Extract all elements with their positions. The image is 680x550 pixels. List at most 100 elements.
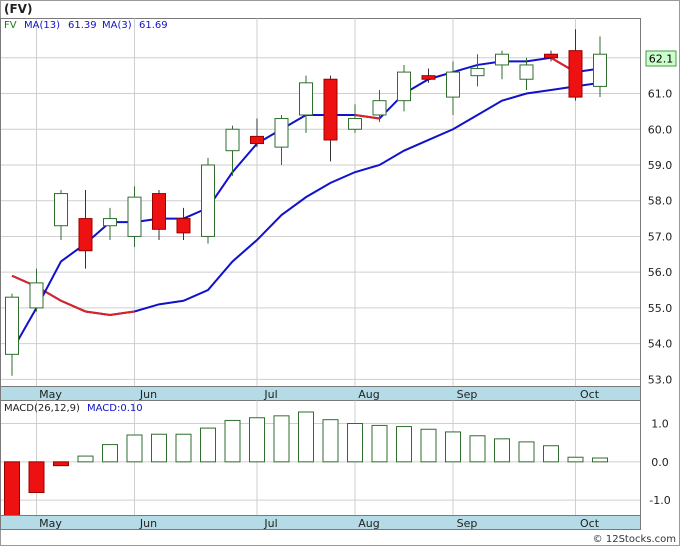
macd-label: MACD(26,12,9)	[4, 403, 80, 414]
candle-body	[225, 128, 240, 152]
ticker-title: (FV)	[4, 2, 32, 16]
month-tick-label: Sep	[457, 388, 478, 401]
price-tick-label: 53.0	[648, 373, 673, 386]
price-tick-label: 54.0	[648, 338, 673, 351]
candle-down	[323, 75, 338, 162]
price-month-axis	[0, 386, 641, 401]
month-tick-label: Sep	[457, 517, 478, 530]
candle-body	[54, 193, 68, 227]
price-tick-label: 58.0	[648, 195, 673, 208]
macd-bar	[543, 445, 559, 463]
candle-down	[176, 207, 191, 241]
macd-bar	[102, 444, 118, 463]
macd-tick-label: 1.0	[651, 418, 669, 431]
macd-bar	[420, 428, 437, 463]
candle-down	[250, 118, 264, 148]
ma13-legend-value: 61.39	[68, 20, 97, 31]
candle-body	[519, 64, 534, 80]
last-price-value: 62.1	[649, 53, 674, 66]
candle-body	[593, 53, 607, 87]
candle-up	[103, 207, 117, 241]
month-tick-label: May	[39, 517, 62, 530]
candle-up	[372, 89, 387, 123]
month-tick-label: May	[39, 388, 62, 401]
candle-up	[201, 157, 215, 244]
price-tick-label: 59.0	[648, 159, 673, 172]
macd-bar	[126, 434, 143, 463]
ma3-legend-value: 61.69	[139, 20, 168, 31]
candle-up	[446, 61, 460, 115]
macd-histogram	[4, 411, 608, 517]
macd-bar	[77, 455, 94, 463]
macd-bar	[445, 431, 461, 463]
candle-body	[323, 78, 338, 141]
price-tick-label: 55.0	[648, 302, 673, 315]
macd-bar	[28, 461, 45, 494]
ma13-line-highlight	[354, 113, 380, 120]
candle-body	[29, 282, 44, 309]
price-tick-label: 61.0	[648, 88, 673, 101]
price-tick-label: 60.0	[648, 123, 673, 136]
price-month-labels: May Jun Jul Aug Sep Oct	[39, 388, 600, 401]
macd-month-axis	[0, 515, 641, 530]
macd-bar	[151, 433, 167, 463]
month-tick-label: Aug	[358, 517, 379, 530]
candle-body	[127, 196, 142, 237]
macd-bar	[53, 461, 69, 467]
candle-up	[225, 125, 240, 176]
macd-bar	[273, 415, 290, 463]
macd-bar	[518, 441, 535, 463]
candle-up	[348, 104, 362, 133]
candle-body	[103, 218, 117, 227]
ma13-legend-label: MA(13)	[24, 20, 60, 31]
macd-bar	[224, 419, 241, 463]
candle-up	[274, 114, 289, 165]
last-price-tag	[645, 50, 677, 67]
price-panel	[0, 18, 641, 387]
macd-bar	[371, 424, 388, 463]
month-tick-label: Oct	[580, 517, 600, 530]
candle-body	[446, 71, 460, 98]
macd-bar	[4, 461, 20, 517]
candle-body	[299, 82, 313, 116]
footer-credit: © 12Stocks.com	[593, 534, 676, 545]
candle-up	[397, 64, 411, 112]
candle-body	[544, 53, 558, 59]
month-tick-label: Jul	[263, 517, 277, 530]
candle-body	[78, 218, 93, 252]
price-grid	[1, 18, 640, 387]
candle-down	[421, 68, 436, 83]
price-tick-label: 57.0	[648, 230, 673, 243]
macd-bar	[567, 456, 584, 463]
candle-down	[152, 189, 166, 241]
price-y-axis: 53.054.055.056.057.058.059.060.061.062.0	[648, 52, 673, 387]
candlesticks	[5, 29, 607, 376]
candle-body	[152, 193, 166, 230]
candle-up	[299, 75, 313, 133]
legend-symbol: FV	[4, 20, 17, 31]
candle-body	[421, 75, 436, 80]
candle-up	[54, 189, 68, 241]
candle-body	[470, 68, 485, 77]
macd-bar	[592, 457, 608, 463]
month-tick-label: Oct	[580, 388, 600, 401]
candle-body	[5, 296, 19, 355]
month-tick-label: Jul	[263, 388, 277, 401]
candle-up	[127, 186, 142, 248]
macd-tick-label: 0.0	[651, 456, 669, 469]
candle-up	[5, 293, 19, 376]
macd-bar	[249, 417, 265, 463]
ma3-legend-label: MA(3)	[102, 20, 132, 31]
candle-body	[176, 218, 191, 234]
candle-body	[568, 50, 583, 98]
candle-up	[593, 36, 607, 98]
macd-bar	[175, 433, 192, 463]
price-tick-label: 56.0	[648, 266, 673, 279]
candle-body	[495, 53, 509, 66]
candle-down	[78, 189, 93, 269]
candle-body	[201, 164, 215, 237]
candle-down	[568, 29, 583, 101]
macd-bar	[396, 426, 412, 463]
